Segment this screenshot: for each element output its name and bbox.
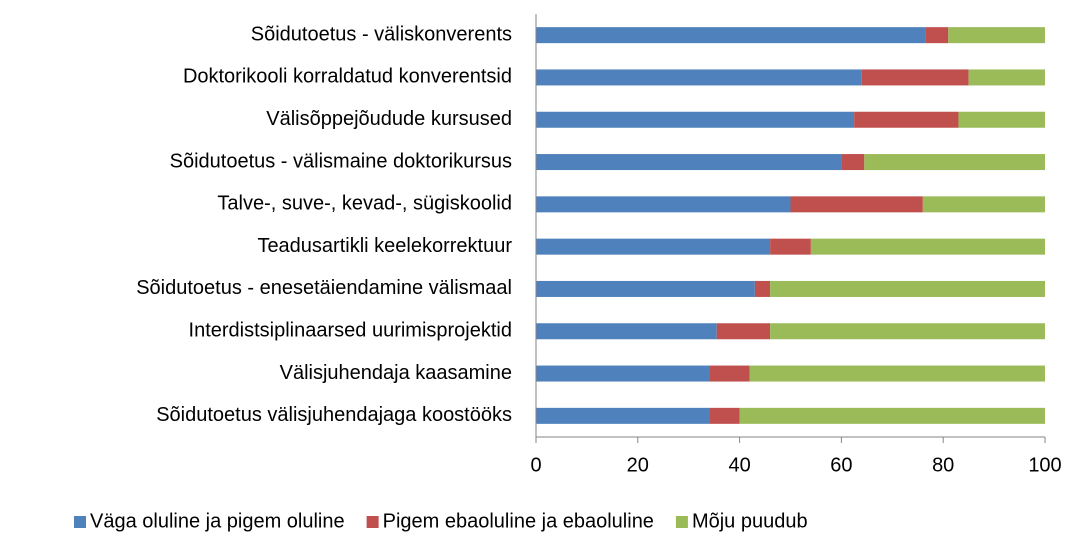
y-tick-label: Sõidutoetus - enesetäiendamine välismaal bbox=[136, 277, 512, 299]
y-tick-label: Teadusartikli keelekorrektuur bbox=[257, 235, 512, 257]
bar-segment bbox=[709, 407, 740, 424]
legend-label: Mõju puudub bbox=[692, 510, 808, 532]
bar-segment bbox=[536, 111, 855, 128]
bar-segment bbox=[536, 238, 771, 255]
x-tick-label: 100 bbox=[1028, 454, 1061, 476]
bar-segment bbox=[841, 154, 865, 171]
legend-swatch bbox=[675, 516, 688, 528]
y-tick-label: Sõidutoetus välisjuhendajaga koostööks bbox=[156, 404, 512, 426]
bar-segment bbox=[770, 280, 1045, 297]
legend-swatch bbox=[366, 516, 379, 528]
x-tick-label: 0 bbox=[530, 454, 541, 476]
legend-swatch bbox=[74, 516, 86, 528]
x-tick-label: 40 bbox=[728, 454, 750, 476]
bar-segment bbox=[709, 365, 750, 382]
bar-segment bbox=[790, 196, 923, 213]
bar-segment bbox=[536, 280, 755, 297]
y-tick-label: Sõidutoetus - välismaine doktorikursus bbox=[170, 150, 512, 172]
bar-segment bbox=[968, 69, 1045, 86]
bar-segment bbox=[536, 407, 710, 424]
bar-segment bbox=[716, 323, 771, 340]
y-tick-label: Talve-, suve-, kevad-, sügiskoolid bbox=[217, 193, 512, 215]
y-tick-label: Doktorikooli korraldatud konverentsid bbox=[183, 66, 512, 88]
bar-segment bbox=[536, 365, 710, 382]
bar-segment bbox=[536, 196, 791, 213]
bar-segment bbox=[754, 280, 771, 297]
bar-segment bbox=[536, 323, 717, 340]
bar-segment bbox=[922, 196, 1045, 213]
bar-segment bbox=[810, 238, 1045, 255]
bar-segment bbox=[770, 323, 1045, 340]
bar-segment bbox=[536, 69, 862, 86]
y-tick-label: Sõidutoetus - väliskonverents bbox=[251, 23, 512, 45]
x-tick-label: 20 bbox=[627, 454, 649, 476]
bar-segment bbox=[536, 154, 842, 171]
bar-segment bbox=[770, 238, 811, 255]
y-tick-label: Interdistsiplinaarsed uurimisprojektid bbox=[189, 320, 512, 342]
bar-segment bbox=[948, 27, 1045, 44]
legend-label: Väga oluline ja pigem oluline bbox=[90, 510, 345, 532]
bar-segment bbox=[536, 27, 926, 44]
y-tick-label: Välisjuhendaja kaasamine bbox=[280, 362, 512, 384]
bar-segment bbox=[739, 407, 1045, 424]
bar-segment bbox=[861, 69, 969, 86]
bar-segment bbox=[864, 154, 1045, 171]
x-tick-label: 60 bbox=[830, 454, 852, 476]
bar-segment bbox=[925, 27, 949, 44]
bar-segment bbox=[854, 111, 959, 128]
x-tick-label: 80 bbox=[932, 454, 954, 476]
legend-label: Pigem ebaoluline ja ebaoluline bbox=[383, 510, 654, 532]
y-tick-label: Välisõppejõudude kursused bbox=[266, 108, 512, 130]
bar-segment bbox=[958, 111, 1045, 128]
bar-segment bbox=[749, 365, 1045, 382]
